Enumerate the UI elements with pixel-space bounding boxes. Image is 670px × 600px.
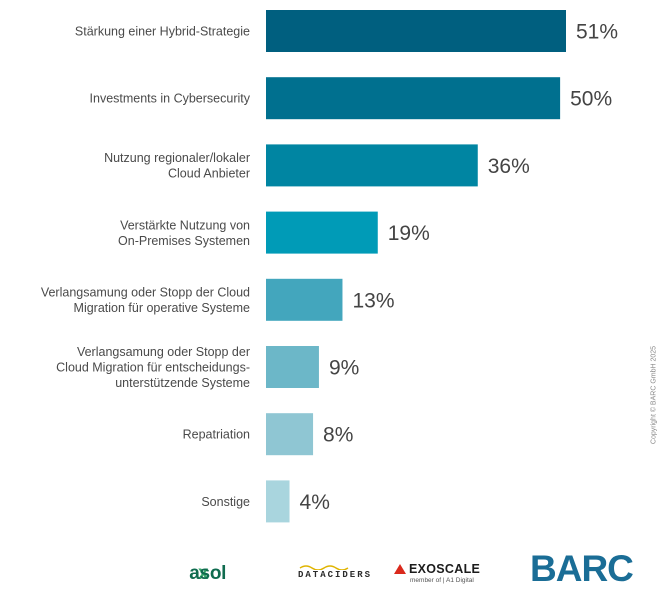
bar-4	[266, 211, 378, 254]
category-label-7: Repatriation	[183, 428, 250, 442]
category-label-line: Verlangsamung oder Stopp der Cloud	[41, 286, 250, 300]
category-label-line: Investments in Cybersecurity	[90, 92, 251, 106]
exoscale-logo-text: EXOSCALE	[409, 562, 481, 576]
category-label-line: Migration für operative Systeme	[74, 301, 251, 315]
category-label-line: Verlangsamung oder Stopp der	[77, 345, 250, 359]
value-label-8: 4%	[300, 491, 330, 514]
bar-7	[266, 413, 314, 456]
copyright-note: Copyright © BARC GmbH 2025	[650, 345, 658, 445]
bar-1	[266, 10, 566, 52]
category-label-line: Repatriation	[183, 428, 250, 442]
category-label-line: On-Premises Systemen	[118, 234, 250, 248]
value-label-2: 50%	[570, 88, 612, 111]
category-label-line: Nutzung regionaler/lokaler	[104, 151, 250, 165]
category-label-5: Verlangsamung oder Stopp der Cloud Migrat…	[41, 286, 250, 316]
bar-chart: 51% Stärkung einer Hybrid-Strategie 50% Inv…	[41, 10, 618, 523]
exasol-logo-text: asol	[189, 563, 227, 584]
category-label-2: Investments in Cybersecurity	[90, 92, 251, 106]
value-label-1: 51%	[576, 21, 618, 44]
bar-5	[266, 278, 343, 321]
category-label-line: Cloud Anbieter	[168, 167, 250, 181]
exoscale-triangle-icon	[394, 564, 406, 574]
category-label-4: Verstärkte Nutzung von On-Premises System…	[118, 218, 250, 248]
value-label-6: 9%	[329, 357, 359, 380]
value-label-7: 8%	[323, 424, 353, 447]
bar-2	[266, 77, 561, 120]
exoscale-logo-subtext: member of | A1 Digital	[410, 577, 474, 584]
category-label-line: Sonstige	[201, 495, 250, 509]
bar-6	[266, 346, 319, 388]
barc-logo: BARC	[530, 548, 634, 589]
value-label-4: 19%	[388, 222, 430, 245]
dataciders-logo-text: DATACIDERS	[298, 570, 373, 580]
category-label-line: unterstützende Systeme	[115, 376, 250, 390]
category-label-6: Verlangsamung oder Stopp der Cloud Migrat…	[56, 345, 250, 390]
value-label-3: 36%	[488, 155, 530, 178]
bar-3	[266, 144, 478, 187]
category-label-3: Nutzung regionaler/lokaler Cloud Anbieter	[104, 151, 250, 181]
exasol-logo-x: x	[198, 563, 209, 584]
category-label-8: Sonstige	[201, 495, 250, 509]
dataciders-logo: DATACIDERS	[298, 564, 372, 580]
category-label-line: Verstärkte Nutzung von	[120, 218, 250, 232]
exoscale-logo: EXOSCALE member of | A1 Digital	[394, 562, 480, 584]
category-label-line: Stärkung einer Hybrid-Strategie	[75, 25, 250, 39]
value-label-5: 13%	[352, 289, 394, 312]
category-label-1: Stärkung einer Hybrid-Strategie	[75, 25, 250, 39]
dataciders-wave-icon	[299, 565, 349, 570]
bar-8	[266, 480, 290, 523]
exasol-logo: x asol	[189, 563, 226, 585]
category-label-line: Cloud Migration für entscheidungs-	[56, 361, 250, 375]
